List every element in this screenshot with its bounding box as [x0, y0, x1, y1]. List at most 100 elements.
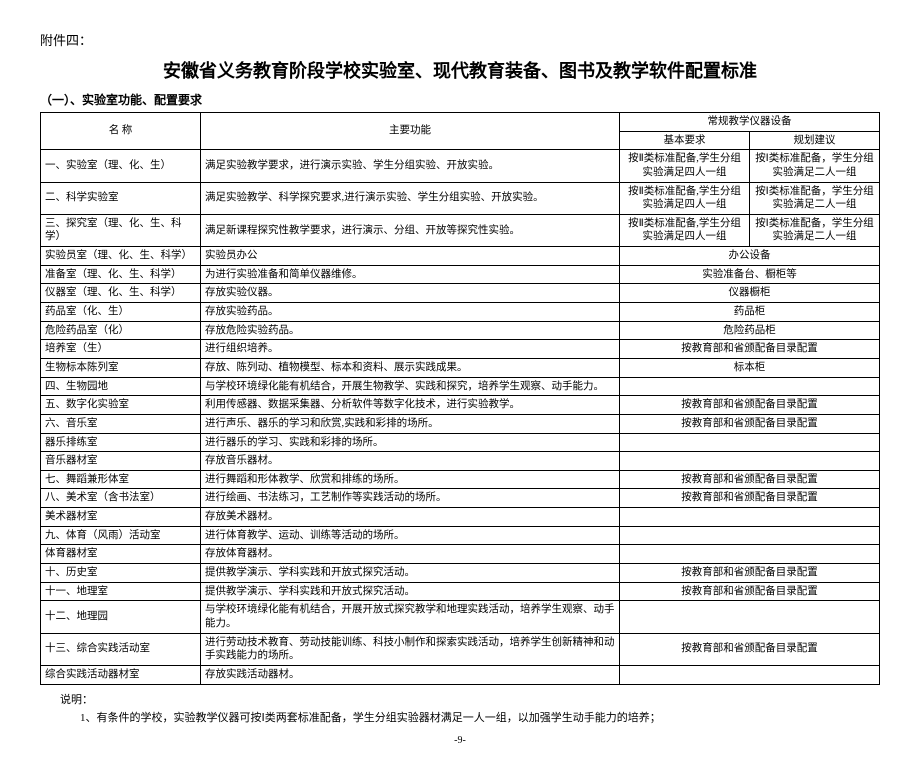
table-row: 药品室（化、生）存放实验药品。药品柜 — [41, 303, 880, 322]
cell-function: 与学校环境绿化能有机结合，开展生物教学、实践和探究，培养学生观察、动手能力。 — [201, 377, 620, 396]
cell-name: 危险药品室（化） — [41, 321, 201, 340]
cell-name: 二、科学实验室 — [41, 182, 201, 214]
cell-name: 器乐排练室 — [41, 433, 201, 452]
cell-name: 三、探究室（理、化、生、科学） — [41, 214, 201, 246]
cell-name: 药品室（化、生） — [41, 303, 201, 322]
table-header: 名 称 主要功能 常规教学仪器设备 基本要求 规划建议 — [41, 113, 880, 150]
cell-function: 进行组织培养。 — [201, 340, 620, 359]
cell-name: 体育器材室 — [41, 545, 201, 564]
table-row: 九、体育（风雨）活动室进行体育教学、运动、训练等活动的场所。 — [41, 526, 880, 545]
table-row: 十二、地理园与学校环境绿化能有机结合，开展开放式探究教学和地理实践活动，培养学生… — [41, 601, 880, 633]
cell-function: 存放实践活动器材。 — [201, 665, 620, 684]
cell-plan: 按Ⅰ类标准配备，学生分组实验满足二人一组 — [750, 150, 880, 182]
cell-function: 进行劳动技术教育、劳动技能训练、科技小制作和探索实践活动，培养学生创新精神和动手… — [201, 633, 620, 665]
cell-function: 为进行实验准备和简单仪器维修。 — [201, 265, 620, 284]
cell-function: 提供教学演示、学科实践和开放式探究活动。 — [201, 582, 620, 601]
cell-basic-span: 按教育部和省颁配备目录配置 — [620, 489, 880, 508]
header-equipment: 常规教学仪器设备 — [620, 113, 880, 132]
cell-basic: 按Ⅱ类标准配备,学生分组实验满足四人一组 — [620, 150, 750, 182]
cell-basic-span: 办公设备 — [620, 247, 880, 266]
table-row: 十三、综合实践活动室进行劳动技术教育、劳动技能训练、科技小制作和探索实践活动，培… — [41, 633, 880, 665]
cell-name: 音乐器材室 — [41, 452, 201, 471]
cell-function: 存放实验药品。 — [201, 303, 620, 322]
table-row: 仪器室（理、化、生、科学）存放实验仪器。仪器橱柜 — [41, 284, 880, 303]
table-row: 综合实践活动器材室存放实践活动器材。 — [41, 665, 880, 684]
table-row: 八、美术室（含书法室）进行绘画、书法练习，工艺制作等实践活动的场所。按教育部和省… — [41, 489, 880, 508]
cell-basic: 按Ⅱ类标准配备,学生分组实验满足四人一组 — [620, 182, 750, 214]
table-row: 一、实验室（理、化、生）满足实验教学要求，进行演示实验、学生分组实验、开放实验。… — [41, 150, 880, 182]
table-row: 美术器材室存放美术器材。 — [41, 508, 880, 527]
cell-name: 准备室（理、化、生、科学） — [41, 265, 201, 284]
cell-name: 七、舞蹈兼形体室 — [41, 470, 201, 489]
table-row: 音乐器材室存放音乐器材。 — [41, 452, 880, 471]
cell-basic-span: 按教育部和省颁配备目录配置 — [620, 396, 880, 415]
cell-basic-span: 药品柜 — [620, 303, 880, 322]
cell-function: 进行绘画、书法练习，工艺制作等实践活动的场所。 — [201, 489, 620, 508]
table-row: 二、科学实验室满足实验教学、科学探究要求,进行演示实验、学生分组实验、开放实验。… — [41, 182, 880, 214]
table-row: 培养室（生）进行组织培养。按教育部和省颁配备目录配置 — [41, 340, 880, 359]
cell-function: 存放音乐器材。 — [201, 452, 620, 471]
cell-basic-span — [620, 377, 880, 396]
cell-function: 进行器乐的学习、实践和彩排的场所。 — [201, 433, 620, 452]
cell-name: 五、数字化实验室 — [41, 396, 201, 415]
table-row: 实验员室（理、化、生、科学）实验员办公办公设备 — [41, 247, 880, 266]
cell-function: 存放危险实验药品。 — [201, 321, 620, 340]
cell-basic-span: 按教育部和省颁配备目录配置 — [620, 564, 880, 583]
cell-basic-span: 按教育部和省颁配备目录配置 — [620, 633, 880, 665]
cell-plan: 按Ⅰ类标准配备，学生分组实验满足二人一组 — [750, 182, 880, 214]
cell-function: 满足实验教学要求，进行演示实验、学生分组实验、开放实验。 — [201, 150, 620, 182]
config-table: 名 称 主要功能 常规教学仪器设备 基本要求 规划建议 一、实验室（理、化、生）… — [40, 112, 880, 685]
cell-basic-span — [620, 545, 880, 564]
cell-function: 与学校环境绿化能有机结合，开展开放式探究教学和地理实践活动，培养学生观察、动手能… — [201, 601, 620, 633]
cell-name: 仪器室（理、化、生、科学） — [41, 284, 201, 303]
cell-name: 十三、综合实践活动室 — [41, 633, 201, 665]
cell-function: 存放、陈列动、植物模型、标本和资料、展示实践成果。 — [201, 358, 620, 377]
header-plan: 规划建议 — [750, 131, 880, 150]
cell-function: 进行体育教学、运动、训练等活动的场所。 — [201, 526, 620, 545]
cell-basic-span — [620, 452, 880, 471]
cell-basic-span: 按教育部和省颁配备目录配置 — [620, 582, 880, 601]
cell-function: 存放美术器材。 — [201, 508, 620, 527]
cell-name: 美术器材室 — [41, 508, 201, 527]
cell-name: 十一、地理室 — [41, 582, 201, 601]
header-function: 主要功能 — [201, 113, 620, 150]
cell-name: 实验员室（理、化、生、科学） — [41, 247, 201, 266]
cell-function: 存放体育器材。 — [201, 545, 620, 564]
cell-name: 十、历史室 — [41, 564, 201, 583]
cell-plan: 按Ⅰ类标准配备，学生分组实验满足二人一组 — [750, 214, 880, 246]
cell-function: 满足实验教学、科学探究要求,进行演示实验、学生分组实验、开放实验。 — [201, 182, 620, 214]
cell-name: 八、美术室（含书法室） — [41, 489, 201, 508]
cell-function: 进行舞蹈和形体教学、欣赏和排练的场所。 — [201, 470, 620, 489]
cell-name: 十二、地理园 — [41, 601, 201, 633]
page-number: -9- — [40, 735, 880, 746]
cell-name: 九、体育（风雨）活动室 — [41, 526, 201, 545]
note-label: 说明： — [40, 691, 880, 707]
note-item-1: 1、有条件的学校，实验教学仪器可按Ⅰ类两套标准配备，学生分组实验器材满足一人一组… — [40, 709, 880, 725]
cell-name: 综合实践活动器材室 — [41, 665, 201, 684]
table-row: 五、数字化实验室利用传感器、数据采集器、分析软件等数字化技术，进行实验教学。按教… — [41, 396, 880, 415]
cell-basic-span: 按教育部和省颁配备目录配置 — [620, 340, 880, 359]
table-row: 危险药品室（化）存放危险实验药品。危险药品柜 — [41, 321, 880, 340]
cell-basic-span — [620, 433, 880, 452]
header-name: 名 称 — [41, 113, 201, 150]
cell-function: 利用传感器、数据采集器、分析软件等数字化技术，进行实验教学。 — [201, 396, 620, 415]
table-body: 一、实验室（理、化、生）满足实验教学要求，进行演示实验、学生分组实验、开放实验。… — [41, 150, 880, 684]
cell-name: 一、实验室（理、化、生） — [41, 150, 201, 182]
cell-basic-span — [620, 526, 880, 545]
cell-name: 四、生物园地 — [41, 377, 201, 396]
table-row: 三、探究室（理、化、生、科学）满足新课程探究性教学要求，进行演示、分组、开放等探… — [41, 214, 880, 246]
table-row: 十一、地理室提供教学演示、学科实践和开放式探究活动。按教育部和省颁配备目录配置 — [41, 582, 880, 601]
table-row: 四、生物园地与学校环境绿化能有机结合，开展生物教学、实践和探究，培养学生观察、动… — [41, 377, 880, 396]
cell-function: 存放实验仪器。 — [201, 284, 620, 303]
table-row: 器乐排练室进行器乐的学习、实践和彩排的场所。 — [41, 433, 880, 452]
cell-function: 满足新课程探究性教学要求，进行演示、分组、开放等探究性实验。 — [201, 214, 620, 246]
cell-basic-span: 按教育部和省颁配备目录配置 — [620, 470, 880, 489]
cell-basic: 按Ⅱ类标准配备,学生分组实验满足四人一组 — [620, 214, 750, 246]
table-row: 十、历史室提供教学演示、学科实践和开放式探究活动。按教育部和省颁配备目录配置 — [41, 564, 880, 583]
cell-basic-span — [620, 601, 880, 633]
cell-basic-span: 按教育部和省颁配备目录配置 — [620, 414, 880, 433]
table-row: 六、音乐室进行声乐、器乐的学习和欣赏,实践和彩排的场所。按教育部和省颁配备目录配… — [41, 414, 880, 433]
cell-name: 六、音乐室 — [41, 414, 201, 433]
table-row: 七、舞蹈兼形体室进行舞蹈和形体教学、欣赏和排练的场所。按教育部和省颁配备目录配置 — [41, 470, 880, 489]
table-row: 生物标本陈列室存放、陈列动、植物模型、标本和资料、展示实践成果。标本柜 — [41, 358, 880, 377]
